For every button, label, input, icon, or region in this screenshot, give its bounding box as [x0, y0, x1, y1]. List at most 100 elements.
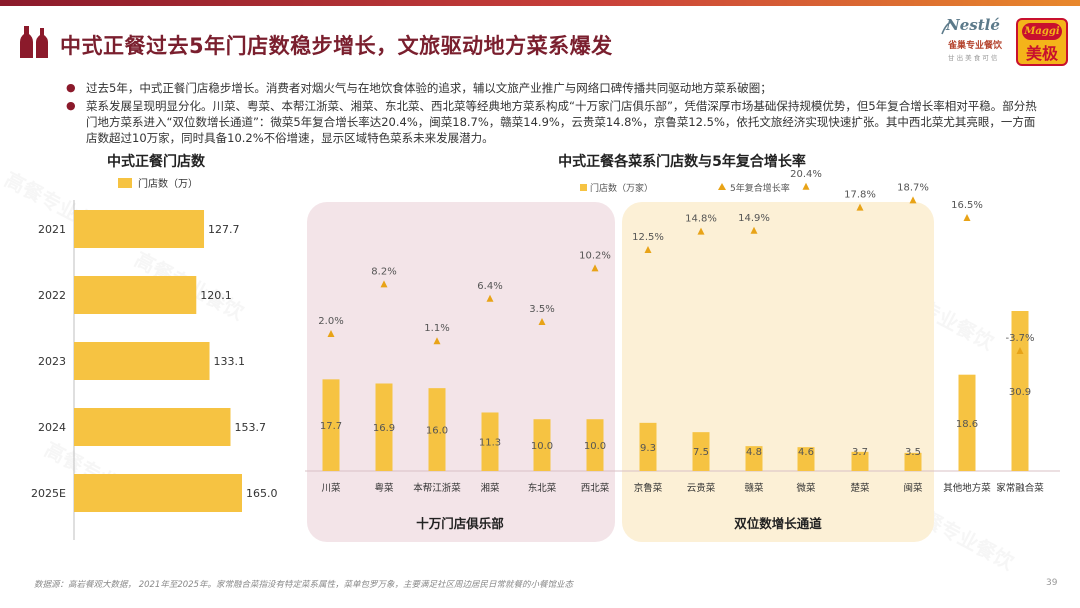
chart1-value-label: 165.0 — [246, 487, 278, 500]
chart2-bar — [375, 383, 393, 471]
chart2-category-label: 家常融合菜 — [996, 482, 1044, 494]
chart1-category-label: 2021 — [38, 223, 66, 236]
chart2-growth-marker — [433, 337, 441, 345]
group-label-club: 十万门店俱乐部 — [416, 516, 504, 531]
chart2-bar — [1011, 311, 1029, 471]
chart2-bar-value-label: 30.9 — [1009, 387, 1031, 398]
chart2-growth-label: 17.8% — [844, 190, 876, 201]
bullet-item: ● 菜系发展呈现明显分化。川菜、粤菜、本帮江浙菜、湘菜、东北菜、西北菜等经典地方… — [66, 98, 1046, 146]
chart2-bar-value-label: 17.7 — [320, 421, 342, 432]
chart1-bar — [74, 408, 231, 446]
panel-club — [307, 202, 615, 542]
chart2-legend-bar-swatch — [580, 184, 587, 191]
bullet-dot-icon: ● — [66, 81, 76, 94]
chart2-bar — [533, 419, 551, 471]
chart1-title: 中式正餐门店数 — [107, 153, 206, 170]
chart2-growth-label: 10.2% — [579, 250, 611, 261]
chart2-growth-label: 14.9% — [738, 213, 770, 224]
chart2-legend-marker-icon — [718, 183, 726, 190]
cuisine-chart: 中式正餐各菜系门店数与5年复合增长率 门店数（万家） 5年复合增长率 17.7 川… — [305, 153, 1060, 531]
chart2-growth-marker — [963, 214, 971, 221]
chart2-category-label: 赣菜 — [744, 482, 764, 494]
chart1-bar — [74, 474, 242, 512]
chart2-growth-label: 6.4% — [477, 281, 502, 292]
maggi-logo: Maggi 美极 — [1016, 18, 1068, 66]
chart1-category-label: 2024 — [38, 421, 66, 434]
chart2-bar — [322, 379, 340, 471]
chart2-bar-value-label: 11.3 — [479, 438, 501, 449]
chart2-bar-value-label: 9.3 — [640, 443, 656, 454]
footnote: 数据源：高岩餐观大数据， 2021年至2025年。家常融合菜指没有特定菜系属性，… — [34, 580, 573, 590]
panel-growth — [622, 202, 934, 542]
chart2-growth-marker — [380, 280, 388, 288]
chart2-growth-marker — [644, 246, 652, 253]
chart2-category-label: 湘菜 — [480, 482, 500, 494]
chart1-category-label: 2023 — [38, 355, 66, 368]
chart2-growth-marker — [909, 196, 917, 204]
chart2-category-label: 云贵菜 — [687, 482, 716, 494]
nestle-logo-text: Nestlé — [946, 16, 1000, 34]
chart2-growth-label: 8.2% — [371, 266, 396, 277]
chart2-bar-value-label: 18.6 — [956, 419, 978, 430]
chart2-category-label: 闽菜 — [903, 482, 923, 494]
chart1-bar — [74, 210, 205, 248]
group-label-growth: 双位数增长通道 — [733, 516, 822, 531]
chart2-growth-label: 16.5% — [951, 200, 983, 211]
chart2-growth-label: 18.7% — [897, 182, 929, 193]
chart2-bar — [639, 422, 657, 471]
chart2-growth-marker — [538, 318, 546, 325]
top-accent-bar — [0, 0, 1080, 6]
chart2-bar-value-label: 16.9 — [373, 423, 395, 434]
bullet-item: ● 过去5年，中式正餐门店稳步增长。消费者对烟火气与在地饮食体验的追求，辅以文旅… — [66, 80, 1046, 96]
chart2-category-label: 其他地方菜 — [943, 482, 991, 494]
chart1-legend-swatch — [118, 178, 132, 188]
chart2-growth-label: 14.8% — [685, 214, 717, 225]
chart2-growth-label: 12.5% — [632, 232, 664, 243]
bullet-text: 菜系发展呈现明显分化。川菜、粤菜、本帮江浙菜、湘菜、东北菜、西北菜等经典地方菜系… — [86, 99, 1037, 145]
chart2-bar — [958, 374, 976, 471]
chart2-bar-value-label: 3.7 — [852, 447, 868, 458]
store-count-chart: 中式正餐门店数 门店数（万） 2021 127.7 2022 120.1 2023 133… — [31, 153, 278, 540]
chart2-growth-marker — [1016, 347, 1024, 354]
chart2-category-label: 楚菜 — [850, 482, 870, 494]
page-title: 中式正餐过去5年门店数稳步增长，文旅驱动地方菜系爆发 — [60, 34, 613, 58]
chart1-value-label: 133.1 — [214, 355, 246, 368]
chart2-legend-marker-label: 5年复合增长率 — [730, 182, 790, 194]
chart1-category-label: 2022 — [38, 289, 66, 302]
chart2-bar — [481, 412, 499, 471]
wine-bottles-icon — [20, 26, 48, 58]
bullet-text: 过去5年，中式正餐门店稳步增长。消费者对烟火气与在地饮食体验的追求，辅以文旅产业… — [86, 81, 772, 95]
chart2-growth-label: 1.1% — [424, 323, 449, 334]
chart2-bar-value-label: 4.6 — [798, 447, 814, 458]
chart1-bar — [74, 342, 210, 380]
chart2-growth-marker — [591, 264, 599, 272]
chart2-bar — [692, 432, 710, 471]
chart2-category-label: 微菜 — [796, 482, 816, 494]
chart2-category-label: 京鲁菜 — [634, 482, 663, 494]
chart2-growth-marker — [802, 182, 810, 190]
brand-logos: Nestlé 雀巢专业餐饮 甘 出 美 食 可 信 Maggi 美极 — [940, 14, 1070, 72]
chart2-growth-label: 2.0% — [318, 316, 343, 327]
chart2-bar-value-label: 4.8 — [746, 447, 762, 458]
chart2-category-label: 粤菜 — [374, 482, 394, 494]
chart2-bar-value-label: 7.5 — [693, 447, 709, 458]
chart2-bar-value-label: 10.0 — [584, 441, 606, 452]
chart2-bar-value-label: 3.5 — [905, 447, 921, 458]
chart2-bar-value-label: 16.0 — [426, 426, 448, 437]
chart2-category-label: 本帮江浙菜 — [413, 482, 461, 494]
chart2-growth-marker — [486, 294, 494, 302]
summary-bullets: ● 过去5年，中式正餐门店稳步增长。消费者对烟火气与在地饮食体验的追求，辅以文旅… — [66, 80, 1046, 148]
chart2-growth-marker — [856, 203, 864, 211]
chart2-bar — [797, 447, 815, 471]
chart1-value-label: 153.7 — [234, 421, 266, 434]
chart2-title: 中式正餐各菜系门店数与5年复合增长率 — [558, 153, 806, 170]
chart2-growth-label: 20.4% — [790, 169, 822, 180]
maggi-logo-text: Maggi — [1022, 23, 1062, 40]
chart2-bar — [428, 388, 446, 471]
nestle-nest-icon — [941, 21, 952, 35]
chart2-category-label: 西北菜 — [581, 482, 610, 494]
chart2-legend-bar-label: 门店数（万家） — [590, 182, 653, 194]
chart1-category-label: 2025E — [31, 487, 66, 500]
chart2-growth-marker — [697, 227, 705, 235]
chart1-legend-label: 门店数（万） — [138, 177, 198, 190]
